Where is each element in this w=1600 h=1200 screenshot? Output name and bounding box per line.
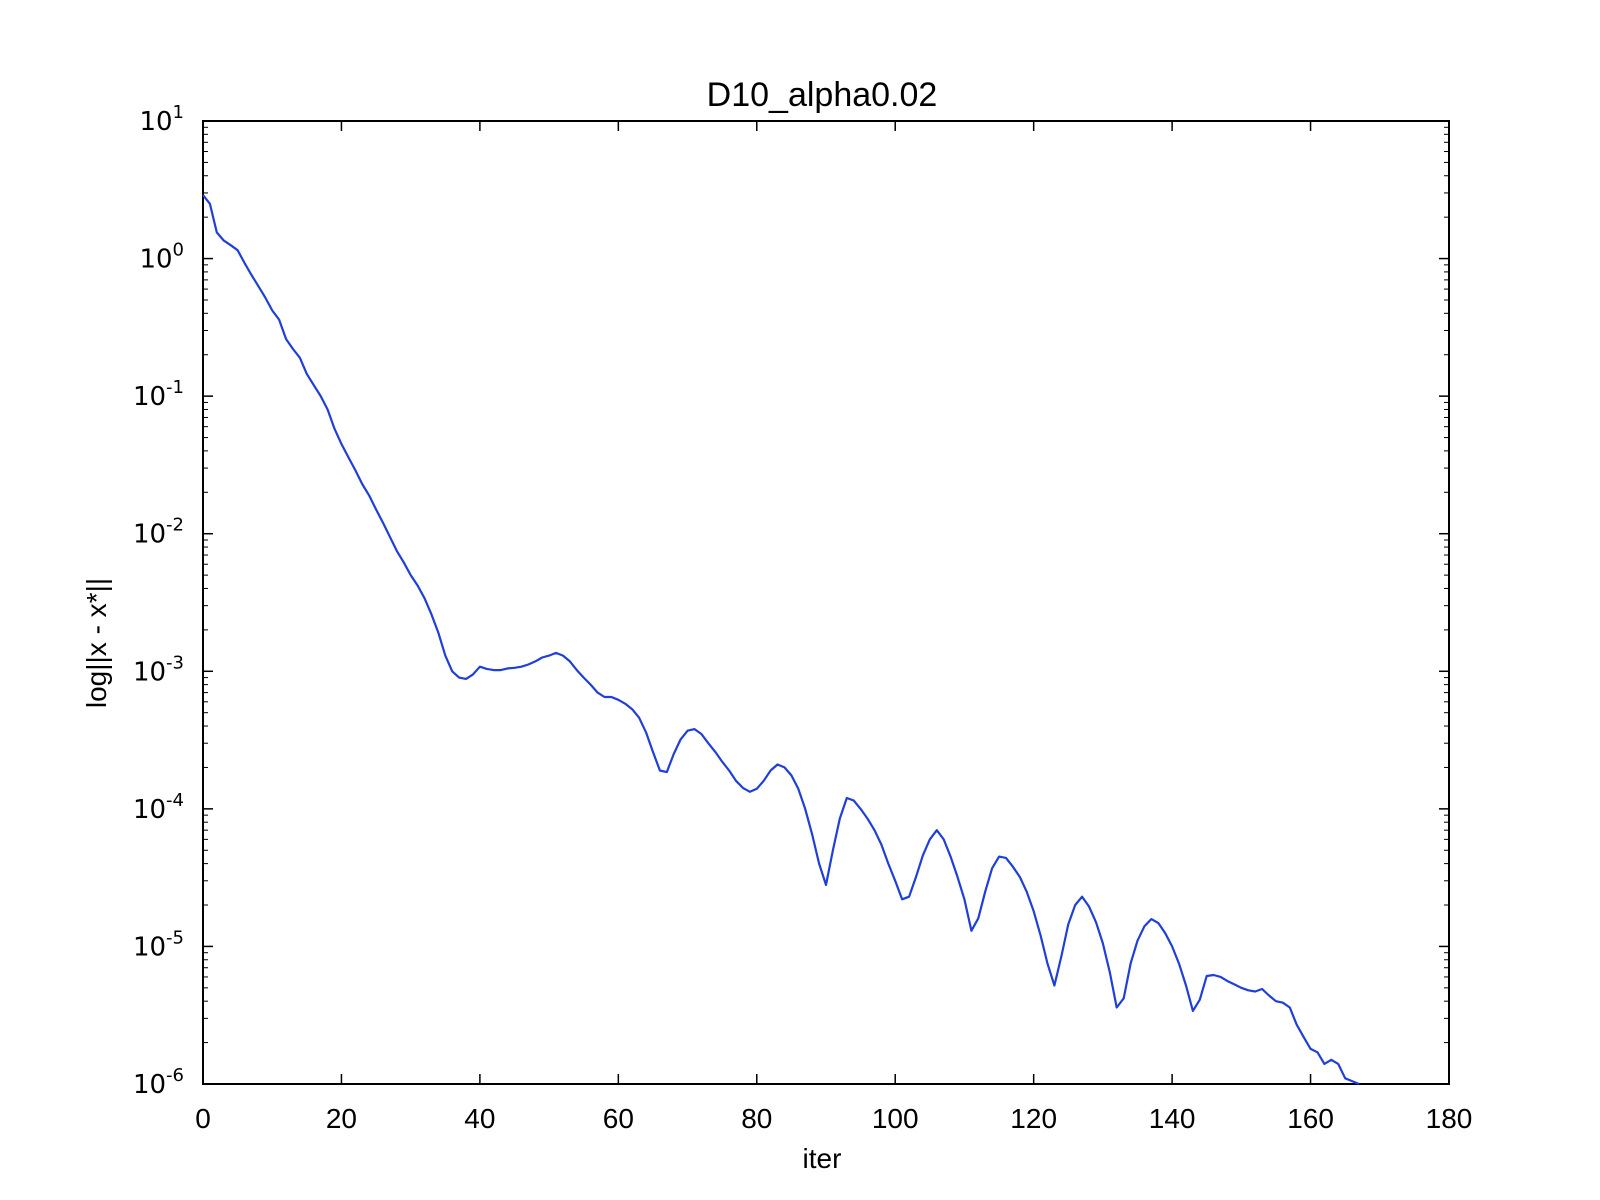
series-line: [202, 194, 1360, 1086]
x-tick-label: 120: [1010, 1103, 1057, 1134]
y-tick-label: 10-6: [133, 1065, 184, 1100]
x-tick-label: 0: [195, 1103, 211, 1134]
chart-title: D10_alpha0.02: [707, 76, 938, 114]
x-tick-label: 140: [1149, 1103, 1196, 1134]
x-tick-label: 60: [603, 1103, 634, 1134]
y-tick-label: 10-5: [133, 927, 184, 962]
plot-frame: [202, 120, 1450, 1085]
x-axis-label: iter: [803, 1143, 842, 1174]
y-tick-label: 10-1: [133, 377, 184, 412]
x-tick-label: 160: [1287, 1103, 1334, 1134]
x-tick-label: 180: [1426, 1103, 1473, 1134]
y-axis-label: log||x - x*||: [81, 578, 112, 708]
x-tick-label: 80: [741, 1103, 772, 1134]
x-tick-label: 100: [872, 1103, 919, 1134]
series-layer: [202, 194, 1360, 1086]
y-tick-label: 10-4: [133, 790, 184, 825]
y-tick-label: 10-2: [133, 515, 184, 550]
plot-area: [202, 120, 1450, 1085]
y-tick-label: 10-3: [133, 652, 184, 687]
x-tick-label: 40: [464, 1103, 495, 1134]
y-axis: 101 100 10-1 10-2 10-3 10-4 10-5 10-6: [133, 102, 1449, 1100]
x-axis: 0 20 40 60 80 100 120 140 160 180: [195, 121, 1472, 1134]
y-tick-label: 100: [139, 240, 184, 275]
y-tick-label: 101: [139, 102, 184, 137]
x-tick-label: 20: [326, 1103, 357, 1134]
